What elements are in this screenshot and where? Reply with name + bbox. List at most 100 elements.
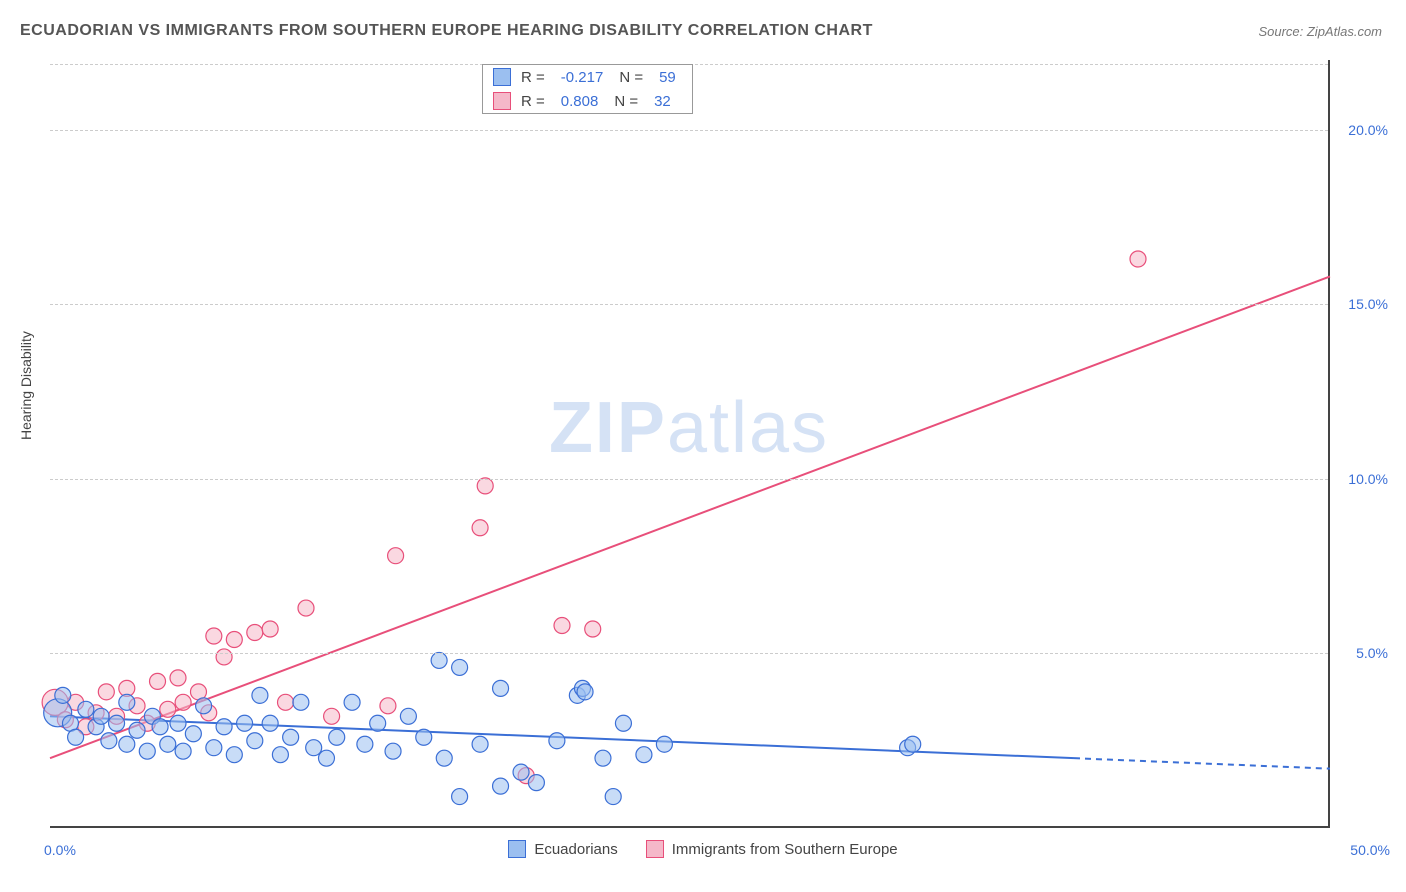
y-axis-title: Hearing Disability bbox=[18, 331, 34, 440]
gridline bbox=[50, 130, 1328, 131]
legend-item-series1: Ecuadorians bbox=[508, 840, 617, 858]
r-label: R = bbox=[521, 93, 545, 110]
point-series1 bbox=[93, 708, 109, 724]
stats-row-series2: R = 0.808 N = 32 bbox=[483, 89, 692, 113]
point-series1 bbox=[329, 729, 345, 745]
legend-label-series1: Ecuadorians bbox=[534, 841, 617, 858]
point-series1 bbox=[206, 740, 222, 756]
point-series1 bbox=[262, 715, 278, 731]
point-series2 bbox=[477, 478, 493, 494]
point-series1 bbox=[252, 687, 268, 703]
point-series1 bbox=[78, 701, 94, 717]
point-series1 bbox=[152, 719, 168, 735]
point-series1 bbox=[452, 789, 468, 805]
point-series1 bbox=[656, 736, 672, 752]
gridline bbox=[50, 304, 1328, 305]
stats-row-series1: R = -0.217 N = 59 bbox=[483, 65, 692, 89]
point-series2 bbox=[247, 625, 263, 641]
legend-item-series2: Immigrants from Southern Europe bbox=[646, 840, 898, 858]
point-series1 bbox=[472, 736, 488, 752]
point-series1 bbox=[68, 729, 84, 745]
swatch-series2 bbox=[493, 92, 511, 110]
point-series1 bbox=[283, 729, 299, 745]
point-series1 bbox=[175, 743, 191, 759]
point-series2 bbox=[1130, 251, 1146, 267]
y-tick-label: 15.0% bbox=[1338, 296, 1388, 312]
point-series2 bbox=[554, 618, 570, 634]
point-series1 bbox=[237, 715, 253, 731]
point-series2 bbox=[206, 628, 222, 644]
point-series1 bbox=[247, 733, 263, 749]
point-series2 bbox=[388, 548, 404, 564]
n-value-series2: 32 bbox=[654, 93, 671, 110]
point-series1 bbox=[400, 708, 416, 724]
legend-label-series2: Immigrants from Southern Europe bbox=[672, 841, 898, 858]
legend-swatch-series2 bbox=[646, 840, 664, 858]
trendline-series2 bbox=[50, 276, 1330, 758]
point-series1 bbox=[344, 694, 360, 710]
point-series1 bbox=[185, 726, 201, 742]
r-value-series1: -0.217 bbox=[561, 69, 604, 86]
point-series2 bbox=[262, 621, 278, 637]
point-series1 bbox=[55, 687, 71, 703]
plot-area: ZIPatlas 5.0%10.0%15.0%20.0% bbox=[50, 60, 1330, 828]
point-series1 bbox=[272, 747, 288, 763]
point-series1 bbox=[119, 736, 135, 752]
bottom-legend: Ecuadorians Immigrants from Southern Eur… bbox=[0, 840, 1406, 858]
point-series1 bbox=[293, 694, 309, 710]
point-series2 bbox=[472, 520, 488, 536]
point-series1 bbox=[216, 719, 232, 735]
point-series2 bbox=[160, 701, 176, 717]
point-series1 bbox=[431, 652, 447, 668]
point-series1 bbox=[129, 722, 145, 738]
point-series1 bbox=[160, 736, 176, 752]
point-series2 bbox=[216, 649, 232, 665]
point-series1 bbox=[109, 715, 125, 731]
point-series1 bbox=[306, 740, 322, 756]
point-series1 bbox=[196, 698, 212, 714]
n-value-series1: 59 bbox=[659, 69, 676, 86]
r-label: R = bbox=[521, 69, 545, 86]
point-series1 bbox=[513, 764, 529, 780]
n-label: N = bbox=[614, 93, 638, 110]
point-series1 bbox=[549, 733, 565, 749]
y-tick-label: 20.0% bbox=[1338, 122, 1388, 138]
point-series2 bbox=[150, 673, 166, 689]
point-series1 bbox=[139, 743, 155, 759]
point-series1 bbox=[357, 736, 373, 752]
gridline bbox=[50, 653, 1328, 654]
legend-swatch-series1 bbox=[508, 840, 526, 858]
point-series2 bbox=[298, 600, 314, 616]
point-series1 bbox=[528, 775, 544, 791]
point-series1 bbox=[416, 729, 432, 745]
point-series1 bbox=[615, 715, 631, 731]
point-series2 bbox=[175, 694, 191, 710]
point-series1 bbox=[170, 715, 186, 731]
point-series2 bbox=[170, 670, 186, 686]
point-series1 bbox=[119, 694, 135, 710]
point-series2 bbox=[380, 698, 396, 714]
chart-title: ECUADORIAN VS IMMIGRANTS FROM SOUTHERN E… bbox=[20, 22, 873, 40]
point-series2 bbox=[585, 621, 601, 637]
point-series1 bbox=[577, 684, 593, 700]
swatch-series1 bbox=[493, 68, 511, 86]
y-tick-label: 10.0% bbox=[1338, 471, 1388, 487]
point-series1 bbox=[452, 659, 468, 675]
point-series1 bbox=[318, 750, 334, 766]
point-series1 bbox=[226, 747, 242, 763]
n-label: N = bbox=[619, 69, 643, 86]
y-tick-label: 5.0% bbox=[1338, 645, 1388, 661]
point-series1 bbox=[605, 789, 621, 805]
point-series1 bbox=[493, 680, 509, 696]
source-attribution: Source: ZipAtlas.com bbox=[1258, 24, 1382, 39]
point-series1 bbox=[493, 778, 509, 794]
point-series2 bbox=[98, 684, 114, 700]
point-series1 bbox=[370, 715, 386, 731]
point-series2 bbox=[278, 694, 294, 710]
point-series2 bbox=[324, 708, 340, 724]
trendline-series1-dashed bbox=[1074, 758, 1330, 768]
point-series2 bbox=[226, 631, 242, 647]
chart-svg bbox=[50, 60, 1328, 826]
point-series1 bbox=[905, 736, 921, 752]
point-series1 bbox=[636, 747, 652, 763]
